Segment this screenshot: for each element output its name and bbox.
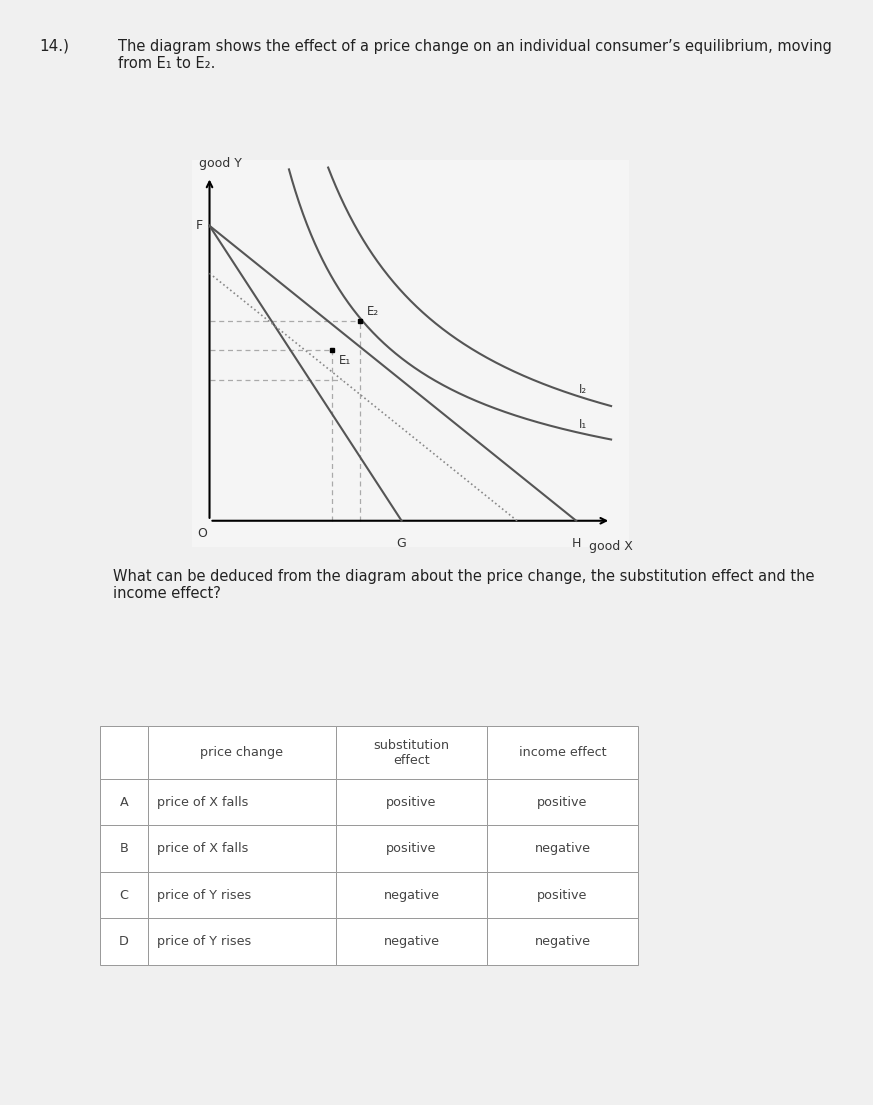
Text: price of X falls: price of X falls	[157, 796, 248, 809]
Text: price of X falls: price of X falls	[157, 842, 248, 855]
Text: substitution
effect: substitution effect	[374, 738, 450, 767]
Text: What can be deduced from the diagram about the price change, the substitution ef: What can be deduced from the diagram abo…	[113, 569, 815, 601]
Bar	[336, 918, 487, 965]
Text: positive: positive	[387, 796, 436, 809]
Bar	[100, 825, 148, 872]
Text: price of Y rises: price of Y rises	[157, 888, 251, 902]
Text: G: G	[396, 537, 407, 550]
Bar	[336, 825, 487, 872]
Bar	[148, 918, 336, 965]
Text: The diagram shows the effect of a price change on an individual consumer’s equil: The diagram shows the effect of a price …	[118, 39, 832, 71]
Bar	[148, 726, 336, 779]
Text: H: H	[572, 537, 581, 550]
Text: good Y: good Y	[199, 157, 242, 170]
Bar	[487, 872, 638, 918]
Text: negative: negative	[383, 935, 439, 948]
Text: I₂: I₂	[579, 382, 587, 396]
Text: E₂: E₂	[367, 305, 379, 317]
Bar	[100, 779, 148, 825]
Bar	[100, 872, 148, 918]
Text: F: F	[196, 219, 203, 232]
Text: E₁: E₁	[339, 354, 351, 367]
Text: price change: price change	[200, 746, 284, 759]
Text: positive: positive	[387, 842, 436, 855]
Text: A: A	[120, 796, 128, 809]
Bar	[148, 872, 336, 918]
Bar	[336, 872, 487, 918]
Text: price of Y rises: price of Y rises	[157, 935, 251, 948]
Text: 14.): 14.)	[39, 39, 69, 54]
Bar	[487, 726, 638, 779]
Text: D: D	[119, 935, 129, 948]
Text: positive: positive	[537, 796, 588, 809]
Text: negative: negative	[534, 842, 590, 855]
Text: B: B	[120, 842, 128, 855]
Bar	[487, 779, 638, 825]
Text: good X: good X	[589, 540, 633, 554]
Bar	[100, 918, 148, 965]
Bar	[148, 779, 336, 825]
Text: C: C	[120, 888, 128, 902]
Text: negative: negative	[383, 888, 439, 902]
Bar	[336, 779, 487, 825]
Text: O: O	[197, 527, 208, 540]
Bar	[148, 825, 336, 872]
Text: I₁: I₁	[579, 418, 587, 431]
Bar	[487, 918, 638, 965]
Bar	[487, 825, 638, 872]
Text: positive: positive	[537, 888, 588, 902]
Text: income effect: income effect	[519, 746, 606, 759]
Bar	[336, 726, 487, 779]
Bar	[100, 726, 148, 779]
Text: negative: negative	[534, 935, 590, 948]
